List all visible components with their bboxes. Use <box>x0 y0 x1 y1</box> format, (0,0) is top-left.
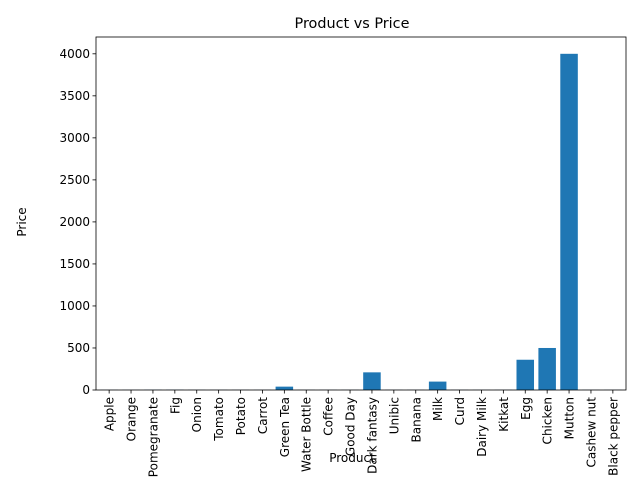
x-tick-label: Curd <box>453 397 467 425</box>
x-tick-label: Kitkat <box>497 397 511 432</box>
bars-group <box>100 53 622 391</box>
y-tick-label: 1000 <box>59 299 90 313</box>
x-tick-label: Potato <box>234 397 248 435</box>
x-tick-label: Black pepper <box>606 397 620 476</box>
x-tick-label: Apple <box>103 397 117 431</box>
x-tick-label: Green Tea <box>278 397 292 457</box>
x-tick-label: Onion <box>190 397 204 432</box>
x-tick-label: Dairy Milk <box>475 397 489 457</box>
y-axis-ticks: 0 500 1000 1500 2000 2500 3000 3500 4000 <box>59 47 96 397</box>
x-tick-label: Unibic <box>387 397 401 434</box>
x-tick-label: Milk <box>431 397 445 421</box>
y-tick-label: 3000 <box>59 131 90 145</box>
x-axis-ticks: Apple Orange Pomegranate Fig Onion Tomato Pota… <box>103 390 620 477</box>
x-tick-label: Water Bottle <box>300 397 314 472</box>
bar <box>363 372 381 390</box>
x-tick-label: Dark fantasy <box>365 397 379 474</box>
y-tick-label: 2500 <box>59 173 90 187</box>
y-tick-label: 500 <box>67 341 90 355</box>
bar <box>275 386 294 390</box>
y-tick-label: 1500 <box>59 257 90 271</box>
x-tick-label: Fig <box>168 397 182 414</box>
y-tick-label: 2000 <box>59 215 90 229</box>
x-tick-label: Coffee <box>322 397 336 436</box>
x-tick-label: Mutton <box>563 397 577 439</box>
bar <box>560 53 578 391</box>
x-tick-label: Banana <box>409 397 423 443</box>
y-axis-title: Price <box>15 207 29 236</box>
chart-title: Product vs Price <box>295 16 410 32</box>
x-axis-title: Product <box>329 451 375 465</box>
bar <box>538 347 556 390</box>
plot-frame <box>95 36 627 391</box>
y-tick-label: 3500 <box>59 89 90 103</box>
x-tick-label: Chicken <box>541 397 555 444</box>
bar <box>428 381 447 390</box>
x-tick-label: Cashew nut <box>584 397 598 468</box>
x-tick-label: Good Day <box>344 397 358 456</box>
x-tick-label: Egg <box>519 397 533 420</box>
x-tick-label: Pomegranate <box>146 397 160 477</box>
x-tick-label: Tomato <box>212 397 226 442</box>
x-tick-label: Carrot <box>256 397 270 434</box>
y-tick-label: 4000 <box>59 47 90 61</box>
bar <box>516 359 535 390</box>
y-tick-label: 0 <box>82 383 90 397</box>
x-tick-label: Orange <box>125 397 139 441</box>
